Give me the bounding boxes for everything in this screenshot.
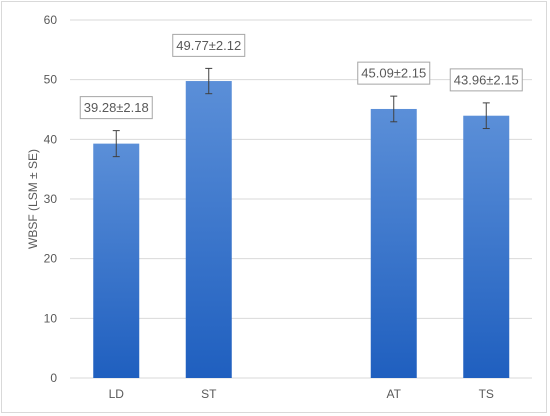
data-labels: 39.28±2.18 49.77±2.12 45.09±2.15 43.96±2.15 bbox=[79, 33, 523, 120]
x-tick-label-ts: TS bbox=[479, 387, 494, 401]
y-tick-label: 50 bbox=[44, 73, 58, 87]
x-tick-label-ld: LD bbox=[109, 387, 125, 401]
data-label-ld: 39.28±2.18 bbox=[79, 96, 153, 120]
data-label-text: 45.09±2.15 bbox=[361, 66, 426, 81]
data-label-text: 49.77±2.12 bbox=[176, 38, 241, 53]
y-tick-label: 10 bbox=[44, 311, 58, 325]
error-bar-ts bbox=[482, 102, 490, 130]
bar-st bbox=[185, 81, 232, 378]
x-tick-label-st: ST bbox=[201, 387, 217, 401]
error-bar-ld bbox=[112, 130, 120, 158]
x-tick-label-at: AT bbox=[387, 387, 402, 401]
y-tick-label: 0 bbox=[50, 371, 57, 385]
bar-ts bbox=[463, 115, 510, 379]
data-label-ts: 43.96±2.15 bbox=[449, 68, 523, 92]
data-label-text: 43.96±2.15 bbox=[454, 72, 519, 87]
error-bars bbox=[112, 67, 490, 158]
x-axis-ticks: LD ST AT TS bbox=[109, 387, 494, 401]
data-label-st: 49.77±2.12 bbox=[172, 33, 246, 57]
y-tick-label: 30 bbox=[44, 192, 58, 206]
error-bar-st bbox=[205, 67, 213, 95]
bars bbox=[93, 81, 510, 379]
y-axis-title: WBSF (LSM ± SE) bbox=[26, 149, 40, 249]
bar-ld bbox=[93, 143, 140, 378]
error-bar-at bbox=[390, 95, 398, 123]
y-tick-label: 60 bbox=[44, 13, 58, 27]
data-label-at: 45.09±2.15 bbox=[357, 61, 431, 85]
data-label-text: 39.28±2.18 bbox=[84, 100, 149, 115]
y-tick-label: 20 bbox=[44, 252, 58, 266]
y-axis-ticks: 0 10 20 30 40 50 60 bbox=[44, 13, 58, 385]
y-tick-label: 40 bbox=[44, 132, 58, 146]
bar-at bbox=[370, 108, 417, 378]
